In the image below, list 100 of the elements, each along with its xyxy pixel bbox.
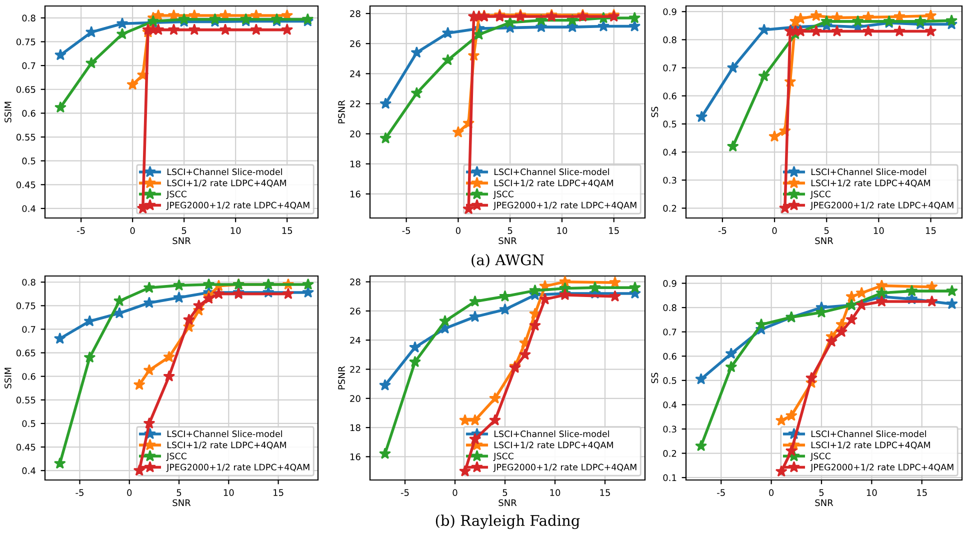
legend-label: JSCC bbox=[493, 452, 514, 461]
x-tick-label: 0 bbox=[452, 489, 458, 496]
x-tick-label: -5 bbox=[400, 489, 409, 496]
y-tick-label: 0.65 bbox=[16, 86, 36, 93]
x-axis-title: SNR bbox=[815, 237, 834, 244]
y-axis-title: SSIM bbox=[4, 368, 12, 388]
x-tick-label: 0 bbox=[769, 489, 774, 496]
x-tick-label: 15 bbox=[600, 489, 610, 496]
y-axis-title: SS bbox=[651, 372, 658, 384]
y-tick-label: 26 bbox=[350, 40, 360, 48]
y-tick-label: 0.5 bbox=[663, 377, 676, 384]
y-tick-label: 0.45 bbox=[16, 181, 36, 188]
y-tick-label: 22 bbox=[350, 100, 360, 108]
y-tick-label: 0.4 bbox=[663, 401, 676, 408]
y-tick-label: 0.55 bbox=[16, 396, 36, 404]
legend-label: LSCI+Channel Slice-model bbox=[167, 168, 282, 176]
y-tick-label: 0.5 bbox=[22, 420, 36, 428]
x-tick-label: 5 bbox=[819, 489, 824, 496]
y-axis-title: SSIM bbox=[4, 102, 12, 122]
y-tick-label: 24 bbox=[350, 70, 360, 78]
y-tick-label: 0.6 bbox=[663, 352, 676, 360]
y-tick-label: 20 bbox=[350, 395, 360, 402]
x-tick-label: -5 bbox=[717, 489, 725, 496]
x-tick-label: -5 bbox=[77, 227, 85, 234]
y-tick-label: 0.7 bbox=[22, 326, 36, 333]
x-tick-label: -5 bbox=[402, 227, 410, 234]
legend-label: JSCC bbox=[166, 190, 186, 199]
legend-label: LSCI+Channel Slice-model bbox=[811, 430, 926, 438]
legend-label: LSCI+1/2 rate LDPC+4QAM bbox=[167, 442, 286, 450]
legend-label: LSCI+Channel Slice-model bbox=[494, 430, 609, 438]
legend-label: LSCI+1/2 rate LDPC+4QAM bbox=[811, 180, 930, 188]
y-tick-label: 0.2 bbox=[663, 450, 676, 457]
legend-label: JPEG2000+1/2 rate LDPC+4QAM bbox=[166, 202, 310, 210]
x-tick-label: 5 bbox=[182, 227, 186, 234]
legend-label: JPEG2000+1/2 rate LDPC+4QAM bbox=[810, 464, 954, 472]
y-tick-label: 0.9 bbox=[663, 8, 676, 16]
y-tick-label: 0.2 bbox=[663, 204, 676, 212]
y-tick-label: 0.3 bbox=[663, 426, 676, 433]
y-tick-label: 0.4 bbox=[22, 205, 36, 212]
y-tick-label: 18 bbox=[350, 160, 360, 168]
legend-label: LSCI+1/2 rate LDPC+4QAM bbox=[167, 180, 286, 188]
y-tick-label: 0.75 bbox=[16, 38, 36, 46]
y-tick-label: 0.55 bbox=[16, 134, 36, 141]
y-tick-label: 0.6 bbox=[22, 373, 36, 380]
x-tick-label: 0 bbox=[130, 227, 135, 234]
y-tick-label: 0.5 bbox=[663, 120, 676, 128]
y-tick-label: 0.4 bbox=[663, 148, 676, 156]
y-tick-label: 0.5 bbox=[22, 158, 36, 164]
y-tick-label: 0.1 bbox=[663, 474, 676, 482]
x-tick-label: 10 bbox=[874, 227, 884, 234]
y-tick-label: 0.8 bbox=[22, 14, 36, 22]
y-tick-label: 0.8 bbox=[22, 278, 36, 286]
y-tick-label: 0.3 bbox=[663, 176, 676, 184]
y-tick-label: 0.65 bbox=[16, 350, 36, 356]
x-tick-label: 5 bbox=[508, 227, 512, 234]
y-tick-label: 0.4 bbox=[22, 467, 36, 474]
y-axis-title: PSNR bbox=[338, 100, 345, 124]
x-tick-label: 0 bbox=[127, 489, 132, 496]
y-tick-label: 0.6 bbox=[663, 92, 676, 100]
legend-label: LSCI+1/2 rate LDPC+4QAM bbox=[494, 442, 613, 450]
legend-label: JPEG2000+1/2 rate LDPC+4QAM bbox=[493, 202, 636, 210]
x-tick-label: 0 bbox=[456, 227, 460, 234]
x-tick-label: 10 bbox=[866, 489, 877, 496]
y-axis-title: PSNR bbox=[338, 366, 345, 390]
y-tick-label: 0.8 bbox=[663, 304, 676, 312]
x-tick-label: 10 bbox=[230, 227, 241, 234]
x-axis-title: SNR bbox=[172, 237, 191, 244]
x-tick-label: 15 bbox=[926, 227, 936, 234]
x-axis-title: SNR bbox=[172, 499, 191, 506]
legend-label: JSCC bbox=[810, 452, 830, 461]
x-tick-label: -5 bbox=[718, 227, 726, 234]
legend-label: JPEG2000+1/2 rate LDPC+4QAM bbox=[493, 464, 636, 472]
y-tick-label: 28 bbox=[350, 10, 360, 18]
x-tick-label: 5 bbox=[176, 489, 182, 496]
x-tick-label: 5 bbox=[502, 489, 508, 496]
x-tick-label: 15 bbox=[609, 227, 619, 234]
y-tick-label: 16 bbox=[350, 453, 360, 460]
x-tick-label: 15 bbox=[917, 489, 927, 496]
legend-label: JSCC bbox=[810, 190, 830, 199]
legend-label: LSCI+Channel Slice-model bbox=[494, 168, 609, 176]
y-tick-label: 0.7 bbox=[663, 328, 676, 336]
x-tick-label: -5 bbox=[76, 489, 84, 496]
x-tick-label: 10 bbox=[224, 489, 234, 496]
y-tick-label: 0.75 bbox=[16, 302, 36, 310]
legend-label: LSCI+1/2 rate LDPC+4QAM bbox=[494, 180, 613, 188]
y-tick-label: 0.7 bbox=[22, 62, 36, 70]
x-axis-title: SNR bbox=[498, 237, 517, 244]
y-tick-label: 16 bbox=[350, 190, 360, 198]
legend-label: LSCI+Channel Slice-model bbox=[167, 430, 282, 438]
y-tick-label: 26 bbox=[350, 308, 360, 315]
text: (b) Rayleigh Fading bbox=[436, 514, 580, 529]
x-tick-label: 0 bbox=[772, 227, 777, 234]
x-tick-label: 5 bbox=[824, 227, 829, 234]
y-tick-label: 28 bbox=[350, 278, 360, 286]
x-tick-label: 10 bbox=[557, 227, 568, 234]
y-tick-label: 0.6 bbox=[22, 110, 36, 117]
legend-label: JSCC bbox=[166, 452, 186, 461]
x-axis-title: SNR bbox=[815, 499, 834, 506]
x-axis-title: SNR bbox=[498, 499, 517, 506]
legend-label: LSCI+Channel Slice-model bbox=[811, 168, 926, 176]
